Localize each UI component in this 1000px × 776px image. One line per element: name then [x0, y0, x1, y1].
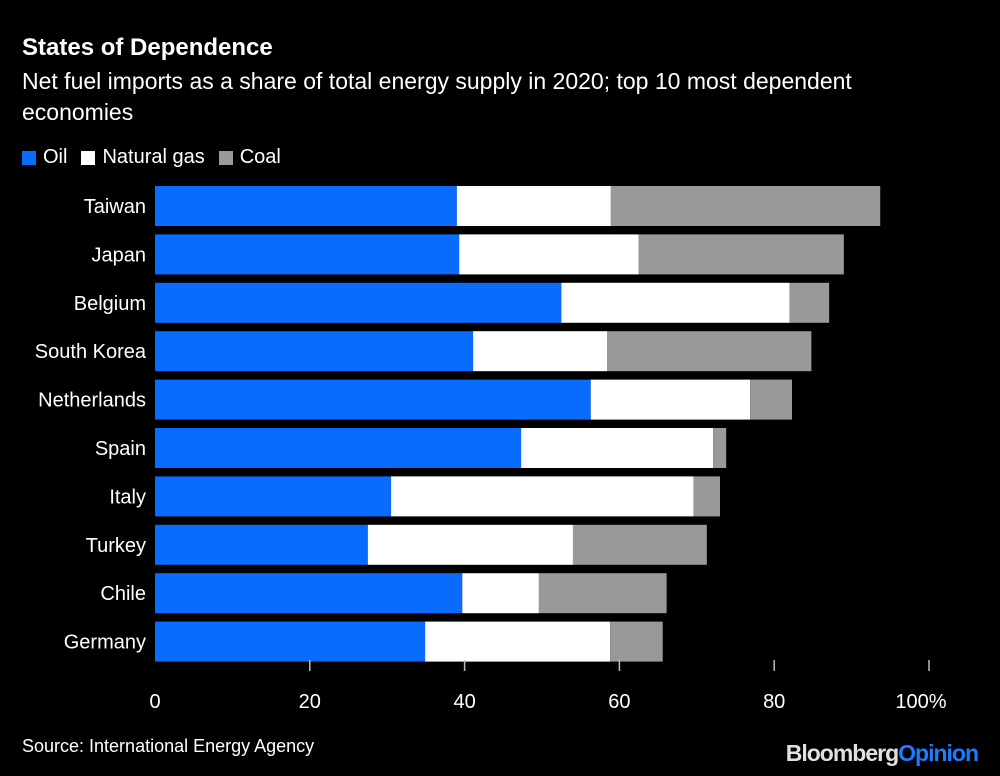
bar-segment-coal: [610, 186, 881, 226]
category-label: Belgium: [74, 293, 146, 315]
bloomberg-opinion-logo: BloombergOpinion: [785, 740, 979, 766]
bar-segment-natural-gas: [456, 186, 611, 226]
bar-segment-oil: [155, 476, 392, 517]
category-label: Japan: [92, 244, 147, 266]
source-note: Source: International Energy Agency: [22, 736, 315, 756]
legend-item: Coal: [218, 146, 281, 169]
bar-segment-natural-gas: [473, 331, 608, 372]
category-label: South Korea: [35, 341, 147, 363]
bar-segment-coal: [572, 524, 707, 565]
bar-segment-oil: [155, 621, 426, 662]
bar-segment-oil: [155, 524, 368, 565]
legend: Oil Natural gas Coal: [22, 146, 281, 169]
bar-segment-coal: [607, 331, 812, 372]
legend-swatch: [218, 150, 233, 165]
bar-segment-natural-gas: [459, 234, 639, 275]
x-tick-label: 0: [149, 691, 160, 713]
legend-swatch: [81, 150, 96, 165]
bar-segment-oil: [155, 428, 522, 468]
chart-title: States of Dependence: [22, 34, 273, 61]
category-label: Italy: [109, 486, 146, 508]
x-tick-label: 60: [608, 691, 630, 713]
bar-segment-oil: [155, 379, 591, 420]
bar-segment-natural-gas: [590, 379, 751, 420]
bar-segment-coal: [638, 234, 844, 275]
bar-segment-natural-gas: [462, 573, 539, 614]
bar-segment-coal: [713, 428, 727, 468]
x-tick-label: 80: [763, 691, 785, 713]
chart-subtitle: Net fuel imports as a share of total ene…: [22, 68, 852, 125]
legend-item: Natural gas: [81, 146, 205, 169]
bar-segment-natural-gas: [561, 282, 790, 323]
legend-swatch: [22, 150, 36, 165]
bar-segment-oil: [155, 234, 460, 275]
category-label: Spain: [95, 438, 146, 460]
bar-segment-natural-gas: [391, 476, 694, 517]
legend-label: Coal: [239, 146, 281, 168]
bar-segment-oil: [155, 186, 457, 226]
bar-segment-coal: [538, 573, 667, 614]
x-tick-label: 40: [453, 691, 475, 713]
category-label: Chile: [100, 583, 146, 605]
category-label: Netherlands: [38, 390, 146, 412]
legend-label: Natural gas: [102, 146, 205, 168]
category-label: Taiwan: [84, 196, 146, 218]
legend-item: Oil: [22, 146, 67, 169]
bar-segment-natural-gas: [367, 524, 573, 565]
category-label: Germany: [64, 632, 146, 654]
bar-segment-coal: [693, 476, 721, 517]
bar-segment-coal: [789, 282, 830, 323]
bar-segment-natural-gas: [521, 428, 714, 468]
category-label: Turkey: [86, 535, 146, 557]
legend-label: Oil: [43, 146, 68, 168]
bar-segment-oil: [155, 573, 463, 614]
bar-segment-coal: [610, 621, 663, 662]
bar-segment-natural-gas: [425, 621, 611, 662]
bar-segment-oil: [155, 282, 562, 323]
x-tick-label: 20: [299, 691, 321, 713]
bar-segment-oil: [155, 331, 474, 372]
bar-segment-coal: [750, 379, 793, 420]
x-tick-label: 100%: [895, 691, 946, 713]
